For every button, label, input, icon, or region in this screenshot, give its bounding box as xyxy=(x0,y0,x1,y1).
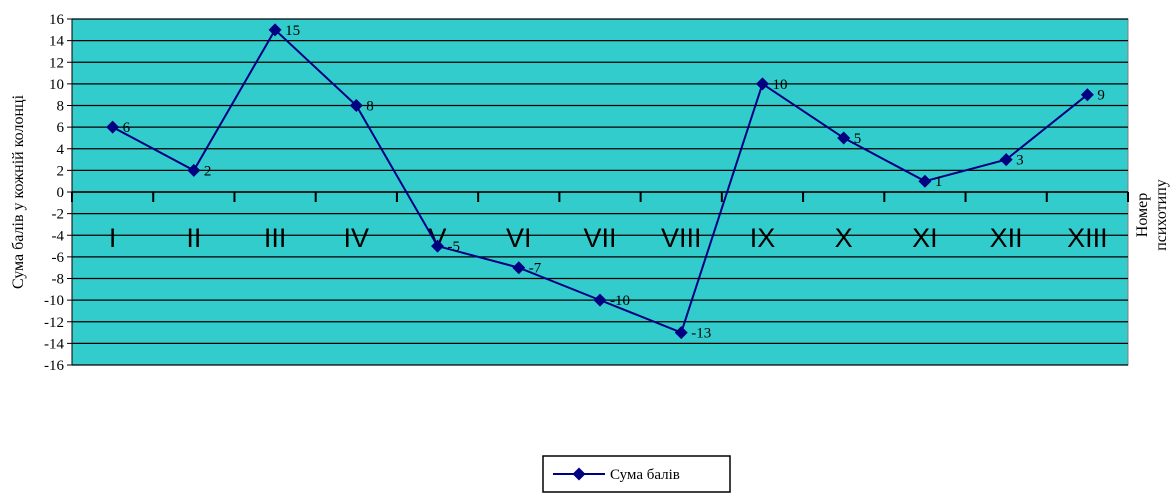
data-point-marker xyxy=(593,293,607,307)
data-point-marker xyxy=(431,239,445,253)
data-point-marker xyxy=(187,163,201,177)
y-axis-title: Сума балів у кожній колонці xyxy=(10,94,27,289)
x-category-label: IV xyxy=(344,223,370,253)
y-tick-label: 0 xyxy=(57,185,65,201)
y-tick-label: 4 xyxy=(57,142,65,158)
data-label: 2 xyxy=(204,163,212,179)
y-tick-label: 2 xyxy=(57,163,65,179)
x-axis-title-line-1: Номер xyxy=(1134,193,1151,237)
x-category-label: III xyxy=(264,223,287,253)
data-label: 3 xyxy=(1016,153,1024,169)
y-tick-label: -8 xyxy=(52,272,65,288)
y-tick-label: -14 xyxy=(44,336,64,352)
data-point-marker xyxy=(755,77,769,91)
y-tick-label: -2 xyxy=(52,207,65,223)
x-category-label: IX xyxy=(750,223,776,253)
data-point-marker xyxy=(512,261,526,275)
y-tick-label: 12 xyxy=(49,55,64,71)
x-category-label: XI xyxy=(912,223,938,253)
x-category-label: VIII xyxy=(661,223,702,253)
data-label: 15 xyxy=(285,23,300,39)
data-label: 5 xyxy=(854,131,862,147)
series-markers xyxy=(106,23,1094,340)
data-label: -7 xyxy=(529,261,542,277)
x-category-label: XII xyxy=(990,223,1023,253)
data-point-marker xyxy=(268,23,282,37)
legend: Сума балів xyxy=(542,455,731,493)
data-point-marker xyxy=(349,99,363,112)
data-label: -10 xyxy=(610,293,630,309)
data-label: 6 xyxy=(123,120,131,136)
y-tick-labels: -16 -14 -12 -10 -8 -6 -4 -2 0 2 4 6 8 10 12 14 16 xyxy=(44,12,65,374)
legend-series-name: Сума балів xyxy=(610,467,680,483)
y-tick-label: -16 xyxy=(44,358,64,374)
data-point-marker xyxy=(837,131,851,145)
y-tick-label: 14 xyxy=(49,34,65,50)
y-tick-label: 10 xyxy=(49,77,64,93)
x-category-label: II xyxy=(186,223,201,253)
data-label: 9 xyxy=(1097,88,1105,104)
x-axis-title-line-2: психотипу xyxy=(1153,179,1170,251)
data-label: 8 xyxy=(366,99,374,115)
data-point-marker xyxy=(674,326,688,340)
data-label: 10 xyxy=(772,77,787,93)
x-category-label: X xyxy=(835,223,853,253)
x-category-label: XIII xyxy=(1067,223,1108,253)
data-point-marker xyxy=(106,120,120,134)
data-labels: 6 2 15 8 -5 -7 -10 -13 10 5 1 3 9 xyxy=(123,23,1105,342)
y-tick-label: 8 xyxy=(57,99,65,115)
data-point-marker xyxy=(1080,88,1094,102)
y-tick-label: 16 xyxy=(49,12,65,28)
data-label: -13 xyxy=(691,326,711,342)
legend-marker-diamond-icon xyxy=(572,467,586,481)
data-label: 1 xyxy=(935,174,943,190)
y-tick-label: -4 xyxy=(52,228,65,244)
x-category-label: VII xyxy=(583,223,616,253)
data-point-marker xyxy=(999,153,1013,167)
y-tick-label: 6 xyxy=(57,120,65,136)
y-tick-label: -12 xyxy=(44,315,64,331)
data-point-marker xyxy=(918,174,932,188)
y-tick-label: -10 xyxy=(44,293,64,309)
x-category-label: VI xyxy=(506,223,532,253)
x-category-label: I xyxy=(109,223,117,253)
x-axis xyxy=(71,191,1129,202)
data-label: -5 xyxy=(448,239,461,255)
y-tick-label: -6 xyxy=(52,250,65,266)
category-labels: I II III IV V VI VII VIII IX X XI XII XIII xyxy=(109,223,1108,253)
